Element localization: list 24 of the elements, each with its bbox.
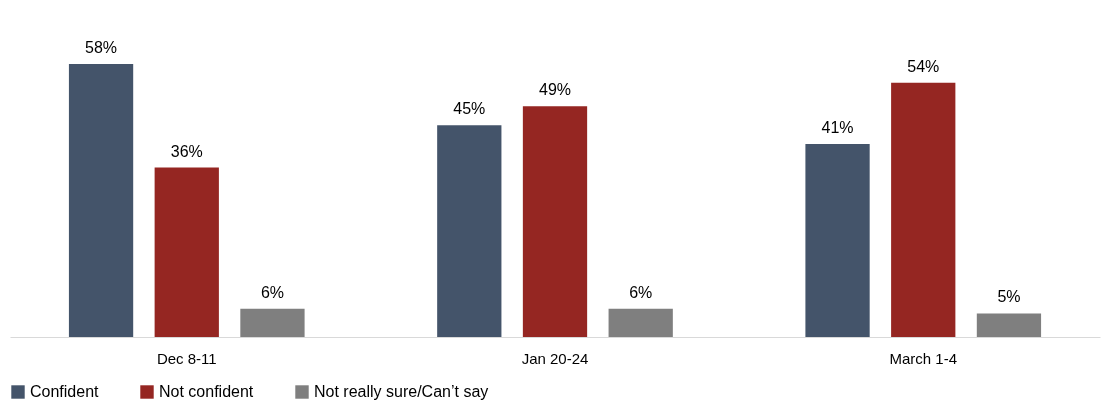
bar	[976, 313, 1042, 337]
data-label: 49%	[538, 81, 572, 99]
legend-label: Not confident	[159, 383, 254, 400]
x-tick-label: Dec 8-11	[156, 349, 217, 367]
data-label: 5%	[997, 288, 1021, 306]
data-label: 41%	[821, 119, 854, 137]
data-label: 36%	[170, 142, 203, 160]
data-label: 6%	[260, 283, 285, 301]
bar	[891, 82, 956, 337]
bar	[68, 64, 134, 337]
bar	[240, 308, 305, 337]
data-label: 45%	[453, 100, 486, 118]
legend-label: Confident	[30, 383, 100, 400]
data-label: 54%	[907, 57, 940, 75]
legend-label: Not really sure/Can’t say	[314, 383, 489, 400]
bar	[608, 308, 673, 337]
x-tick-label: Jan 20-24	[521, 349, 589, 367]
bar	[154, 167, 219, 337]
bar	[805, 144, 870, 337]
x-tick-label: March 1-4	[889, 349, 958, 367]
bar	[437, 125, 502, 337]
bar	[522, 106, 588, 337]
data-label: 58%	[85, 39, 118, 56]
data-label: 6%	[629, 283, 653, 301]
